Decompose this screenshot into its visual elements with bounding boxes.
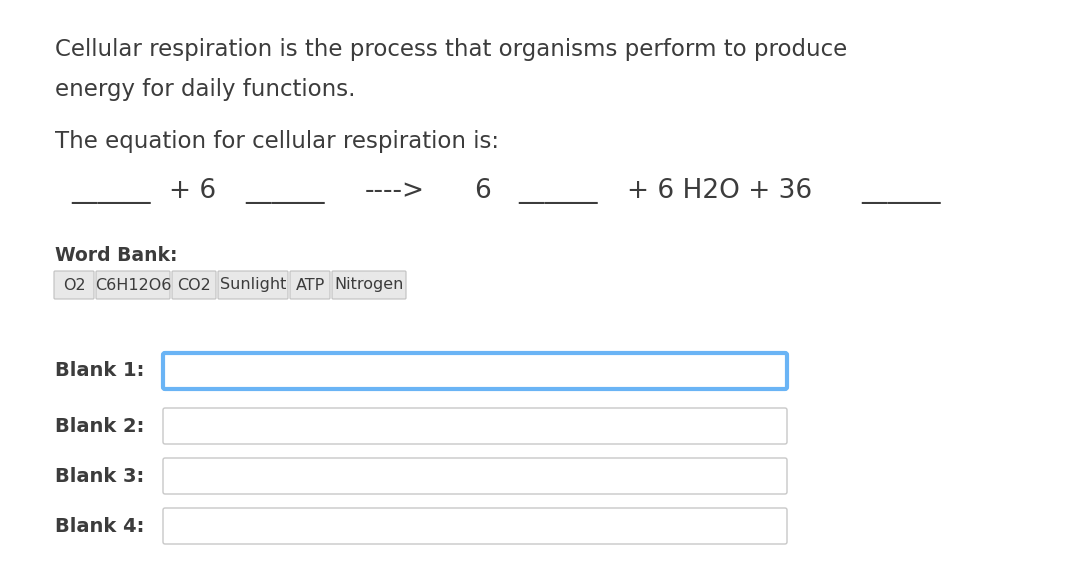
- FancyBboxPatch shape: [290, 271, 330, 299]
- FancyBboxPatch shape: [332, 271, 405, 299]
- FancyBboxPatch shape: [218, 271, 288, 299]
- Text: Blank 2:: Blank 2:: [54, 416, 144, 436]
- Text: + 6: + 6: [169, 178, 216, 204]
- Text: O2: O2: [63, 278, 85, 292]
- Text: Blank 3:: Blank 3:: [54, 467, 144, 485]
- Text: Nitrogen: Nitrogen: [335, 278, 403, 292]
- Text: C6H12O6: C6H12O6: [95, 278, 171, 292]
- Text: ---->: ---->: [365, 178, 425, 204]
- Text: 6: 6: [474, 178, 490, 204]
- Text: ______: ______: [518, 178, 597, 204]
- Text: Sunlight: Sunlight: [220, 278, 287, 292]
- FancyBboxPatch shape: [54, 271, 94, 299]
- Text: Cellular respiration is the process that organisms perform to produce: Cellular respiration is the process that…: [54, 38, 847, 61]
- Text: Word Bank:: Word Bank:: [54, 246, 178, 265]
- Text: Blank 1:: Blank 1:: [54, 361, 144, 380]
- Text: Blank 4:: Blank 4:: [54, 517, 144, 536]
- Text: ______: ______: [245, 178, 325, 204]
- Text: CO2: CO2: [177, 278, 210, 292]
- FancyBboxPatch shape: [164, 408, 787, 444]
- FancyBboxPatch shape: [96, 271, 170, 299]
- Text: ______: ______: [861, 178, 941, 204]
- FancyBboxPatch shape: [172, 271, 216, 299]
- Text: ______: ______: [71, 178, 150, 204]
- Text: + 6 H2O + 36: + 6 H2O + 36: [627, 178, 812, 204]
- Text: ATP: ATP: [295, 278, 325, 292]
- Text: energy for daily functions.: energy for daily functions.: [54, 78, 355, 101]
- FancyBboxPatch shape: [164, 458, 787, 494]
- Text: The equation for cellular respiration is:: The equation for cellular respiration is…: [54, 130, 499, 153]
- FancyBboxPatch shape: [164, 508, 787, 544]
- FancyBboxPatch shape: [164, 353, 787, 389]
